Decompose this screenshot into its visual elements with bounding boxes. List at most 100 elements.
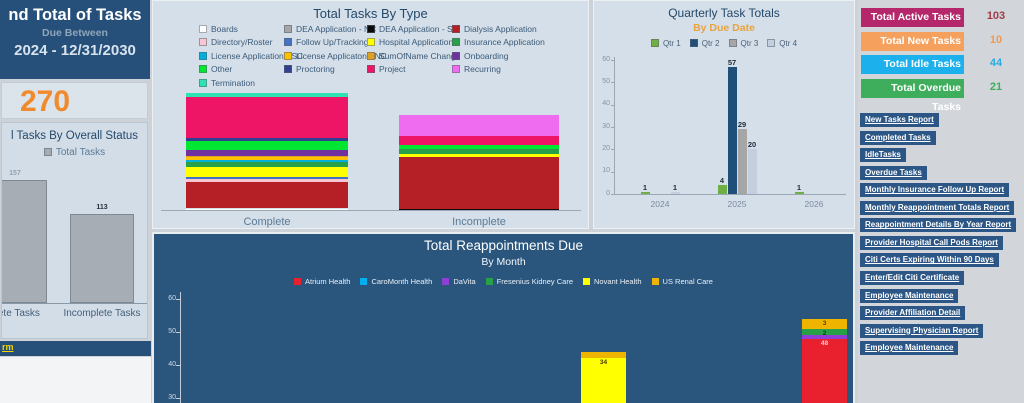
legend-swatch [452,65,460,74]
stack-segment [399,136,559,146]
legend-swatch [485,278,493,285]
y-tick-label: 60 [168,295,176,302]
stack-segment [186,97,348,138]
legend-item: CaroMonth Health [360,277,432,286]
x-axis-label: 2025 [727,199,747,209]
legend-swatch [284,38,292,47]
tasks-by-type-legend: Boards DEA Application - NC DEA Applicatio… [199,22,571,90]
tick-mark [176,332,180,333]
legend-swatch [367,51,375,60]
report-link[interactable]: IdleTasks [860,148,906,163]
legend-item: Qtr 2 [689,39,720,48]
y-tick-label: 50 [168,328,176,335]
legend-swatch [583,278,590,285]
y-tick-label: 20 [602,144,610,152]
legend-label: Recurring [464,64,501,75]
legend-item: Directory/Roster [199,37,284,47]
date-range: 2024 - 12/31/2030 [14,42,136,59]
stack-segment [186,208,348,210]
legend-label: Proctoring [296,64,335,75]
stack-segment [581,351,626,359]
legend-item: Atrium Health [294,277,350,286]
legend-item: Qtr 1 [650,39,681,48]
legend-swatch [367,65,375,74]
legend-label: License Application - SC [211,50,304,61]
legend-swatch [367,24,375,33]
report-link[interactable]: Overdue Tasks [860,165,927,180]
legend-label: Project [379,64,406,75]
bar-value-label: 157 [9,170,21,177]
quarterly-plot: 0 10 20 30 40 50 60 1 4 1 57 29 1 20 2024 2025 2026 [594,53,854,223]
bar-value-label: 29 [737,120,747,130]
report-link[interactable]: Supervising Physician Report [860,323,984,338]
quarter-bar [640,191,650,194]
legend-swatch [199,24,207,33]
legend-item: SumOfName Change [367,51,460,61]
quarterly-subtitle: By Due Date [693,22,755,34]
status-chart-legend: Total Tasks [2,147,147,158]
y-tick-label: 50 [602,77,610,85]
tick-mark [611,194,614,195]
reappointments-plot: 30 40 50 60 34 3 2 48 [154,234,853,403]
report-link[interactable]: Employee Maintenance [860,341,959,356]
stack-segment [186,179,348,182]
report-link[interactable]: Reappointment Details By Year Report [860,218,1017,233]
bar-value-label: 1 [672,182,678,192]
footer-bar: rm [0,341,151,356]
x-axis-line [614,194,846,195]
quarter-bar [717,185,727,194]
stack-segment [581,358,626,403]
legend-item: US Renal Care [651,277,713,286]
bar-value-label: 1 [642,182,648,192]
grand-total-card: 270 [1,82,148,119]
legend-swatch [367,38,375,47]
report-link[interactable]: Employee Maintenance [860,288,959,303]
bar-value-label: 1 [796,182,802,192]
kpi-value: 10 [989,33,1003,46]
status-chart-panel: l Tasks By Overall Status Total Tasks 15… [1,122,148,339]
kpi-label-box[interactable]: Total Idle Tasks [861,55,964,75]
report-link[interactable]: Citi Certs Expiring Within 90 Days [860,253,999,268]
kpi-label-box[interactable]: Total Active Tasks [861,8,964,27]
status-bar [70,214,134,303]
quarterly-title: Quarterly Task Totals [668,6,780,20]
legend-label: Total Tasks [55,147,106,158]
kpi-label-box[interactable]: Total Overdue Tasks [861,79,964,113]
stack-segment [186,160,348,163]
report-link[interactable]: Monthly Reappointment Totals Report [860,200,1015,215]
stack-segment [186,177,348,180]
stack-segment [186,140,348,151]
stack-segment [186,166,348,178]
stack-segment [186,157,348,161]
legend-swatch [452,38,460,47]
report-link[interactable]: New Tasks Report [860,113,939,127]
report-link[interactable]: Enter/Edit Citi Certificate [860,270,965,285]
kpi-label-box[interactable]: Total New Tasks [861,31,964,51]
category-label: plete Tasks [2,308,40,319]
quarter-bar [670,191,680,194]
bar-value-label: 2 [822,329,827,337]
quarter-bar [794,191,804,194]
legend-swatch [689,39,698,47]
legend-label: DEA Application - SC [379,23,459,34]
x-axis-line [2,303,147,304]
y-tick-label: 10 [602,167,610,175]
footer-link[interactable]: rm [2,342,14,352]
x-axis-label: 2026 [804,199,824,209]
legend-label: Insurance Application [464,37,545,48]
legend-item: Qtr 3 [728,39,758,48]
stack-segment [802,328,847,336]
legend-swatch [284,24,292,33]
bar-value-label: 3 [822,319,827,327]
report-link[interactable]: Provider Hospital Call Pods Report [860,235,1003,250]
quarter-bar [727,66,737,194]
legend-swatch [284,51,292,60]
legend-label: Follow Up/Tracking [296,37,369,48]
report-link[interactable]: Monthly Insurance Follow Up Report [860,183,1010,198]
report-link[interactable]: Completed Tasks [860,130,936,145]
kpi-value: 103 [986,10,1006,22]
bar-value-label: 48 [820,339,829,347]
legend-label: DaVita [453,277,476,286]
grand-total-header: nd Total of Tasks Due Between 2024 - 12/… [0,0,150,79]
report-link[interactable]: Provider Affiliation Detail [860,306,966,321]
